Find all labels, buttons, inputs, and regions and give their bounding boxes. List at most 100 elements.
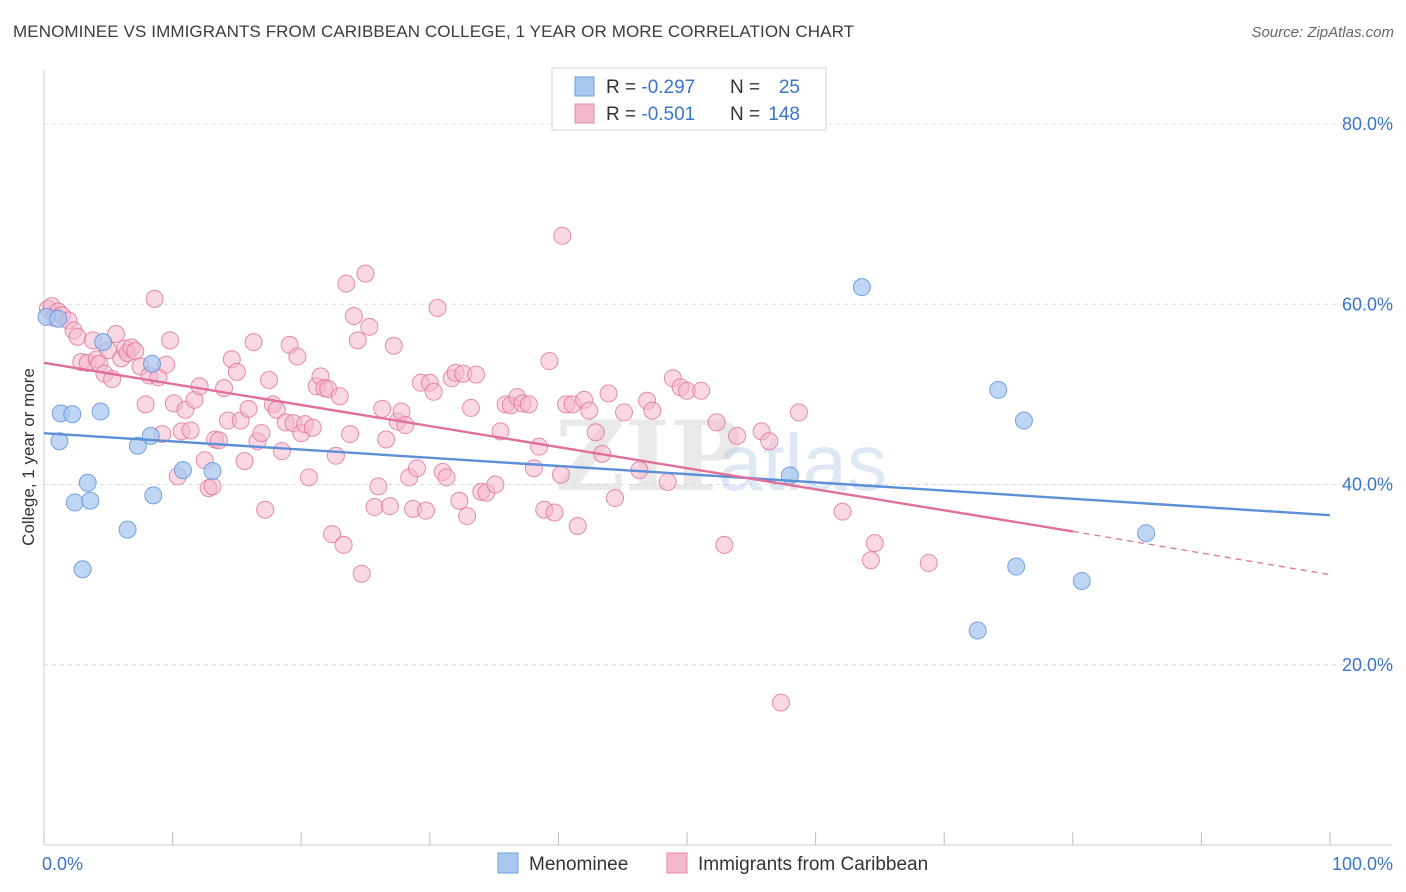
watermark-atlas: atlas — [718, 418, 887, 507]
trend-line-extension — [1072, 530, 1331, 576]
svg-text:R = -0.297: R = -0.297 — [606, 77, 695, 98]
data-point — [1137, 524, 1156, 543]
correlation-legend: R = -0.297 N = 25 R = -0.501 N = 148 — [551, 67, 827, 131]
bottom-legend-label-caribbean: Immigrants from Caribbean — [698, 854, 928, 875]
data-point — [407, 459, 426, 478]
svg-text:N =: N = — [730, 104, 760, 125]
x-tick-labels: 0.0% 100.0% — [42, 854, 1393, 874]
data-point — [586, 423, 605, 442]
data-point — [377, 430, 396, 449]
data-point — [360, 317, 379, 336]
data-point — [833, 502, 852, 521]
data-point — [244, 333, 263, 352]
legend-swatch-caribbean — [574, 103, 595, 124]
data-point — [73, 560, 92, 579]
data-point — [68, 327, 87, 346]
axes — [43, 70, 1392, 846]
data-point — [91, 402, 110, 421]
x-tick-label: 100.0% — [1332, 854, 1393, 874]
data-point — [227, 362, 246, 381]
data-point — [326, 446, 345, 465]
legend-box — [551, 67, 827, 131]
bottom-legend-swatch-menominee — [497, 852, 519, 874]
data-point — [396, 416, 415, 435]
data-point — [605, 489, 624, 508]
data-point — [458, 507, 477, 526]
data-point — [203, 462, 222, 481]
data-point — [643, 401, 662, 420]
trend-lines — [43, 361, 1331, 576]
data-point — [551, 465, 570, 484]
data-point — [491, 422, 510, 441]
data-point — [760, 432, 779, 451]
data-point — [288, 347, 307, 366]
data-point — [365, 498, 384, 517]
x-ticks — [43, 832, 1331, 845]
data-point — [252, 424, 271, 443]
data-point — [209, 431, 228, 450]
data-point — [50, 432, 69, 451]
data-point — [107, 325, 126, 344]
data-point — [341, 425, 360, 444]
data-point — [352, 564, 371, 583]
y-tick-label: 80.0% — [1342, 114, 1393, 134]
data-point — [450, 491, 469, 510]
data-point — [852, 278, 871, 297]
data-point — [260, 370, 279, 389]
data-point — [428, 298, 447, 317]
data-point — [143, 354, 162, 373]
data-point — [1014, 411, 1033, 430]
data-point — [545, 503, 564, 522]
y-tick-label: 20.0% — [1342, 655, 1393, 675]
data-point — [437, 468, 456, 487]
data-point — [173, 461, 192, 480]
trend-line — [43, 361, 1073, 533]
legend-n-value-2: 148 — [768, 104, 800, 125]
data-point — [540, 352, 559, 371]
data-point — [272, 442, 291, 461]
trend-line — [43, 431, 1331, 517]
data-point — [416, 501, 435, 520]
series-menominee-points — [37, 278, 1156, 640]
legend-r-value-1: -0.297 — [641, 77, 695, 98]
data-point — [728, 426, 747, 445]
data-point — [658, 472, 677, 491]
y-axis-label: College, 1 year or more — [19, 368, 38, 546]
data-point — [771, 693, 790, 712]
legend-n-label-2: N = — [730, 104, 760, 125]
data-point — [467, 365, 486, 384]
y-tick-label: 60.0% — [1342, 294, 1393, 314]
data-point — [1007, 557, 1026, 576]
bottom-legend-label-menominee: Menominee — [529, 854, 628, 875]
data-point — [181, 421, 200, 440]
data-point — [580, 401, 599, 420]
y-tick-label: 40.0% — [1342, 475, 1393, 495]
data-point — [524, 459, 543, 478]
data-point — [568, 516, 587, 535]
data-point — [78, 473, 97, 492]
data-point — [424, 382, 443, 401]
source-label: Source: ZipAtlas.com — [1251, 24, 1394, 41]
data-point — [126, 342, 145, 361]
x-tick-label: 0.0% — [42, 854, 83, 874]
legend-r-value-2: -0.501 — [641, 104, 695, 125]
data-point — [299, 468, 318, 487]
bottom-legend-swatch-caribbean — [666, 852, 688, 874]
data-point — [614, 403, 633, 422]
data-point — [136, 395, 155, 414]
data-point — [235, 452, 254, 471]
data-point — [861, 551, 880, 570]
data-point — [118, 520, 137, 539]
data-point — [203, 477, 222, 496]
data-point — [239, 399, 258, 418]
series-caribbean-points — [38, 226, 938, 712]
data-point — [692, 381, 711, 400]
data-point — [81, 491, 100, 510]
data-point — [145, 289, 164, 308]
data-point — [330, 387, 349, 406]
data-point — [63, 405, 82, 424]
data-point — [356, 264, 375, 283]
series-legend: Menominee Immigrants from Caribbean — [497, 852, 928, 875]
data-point — [334, 535, 353, 554]
